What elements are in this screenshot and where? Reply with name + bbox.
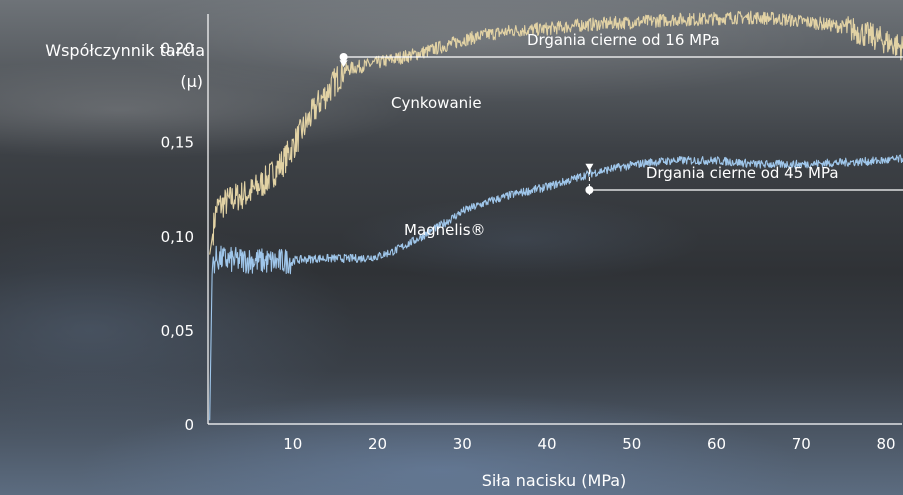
y-axis-label-line-2: (µ) [180,72,203,91]
chart-annotations: Drgania cierne od 16 MPa Drgania cierne o… [339,31,903,195]
series-line-cynkowanie [209,10,903,255]
legend-label-cynkowanie: Cynkowanie [391,94,482,112]
x-tick-label: 20 [368,435,387,453]
annotation-label: Drgania cierne od 16 MPa [527,31,720,49]
chart-series [209,10,903,421]
x-tick-label: 10 [283,435,302,453]
y-tick-label: 0,20 [161,40,194,58]
x-tick-label: 80 [877,435,896,453]
x-axis-label: Siła nacisku (MPa) [482,471,627,490]
y-tick-label: 0,10 [161,228,194,246]
annotation-arrow [585,163,594,171]
y-tick-label: 0 [184,416,194,434]
x-tick-label: 60 [707,435,726,453]
x-tick-label: 40 [537,435,556,453]
y-tick-labels: 0 0,05 0,10 0,15 0,20 [161,40,194,434]
y-axis-label-line-1: Współczynnik tarcia [45,41,205,60]
y-tick-label: 0,05 [161,322,194,340]
annotation-marker [339,53,348,61]
series-line-magnelis [209,154,903,421]
chart-axes [207,14,902,425]
annotation-arrow [339,60,348,68]
x-tick-label: 70 [792,435,811,453]
x-tick-label: 30 [453,435,472,453]
x-tick-labels: 10 20 30 40 50 60 70 80 [283,435,895,453]
annotation-marker [585,186,594,194]
y-tick-label: 0,15 [161,134,194,152]
x-tick-label: 50 [622,435,641,453]
legend-label-magnelis: Magnelis® [404,221,486,239]
chart-labels: Współczynnik tarcia (µ) Siła nacisku (MP… [45,41,626,490]
annotation-label: Drgania cierne od 45 MPa [646,164,839,182]
